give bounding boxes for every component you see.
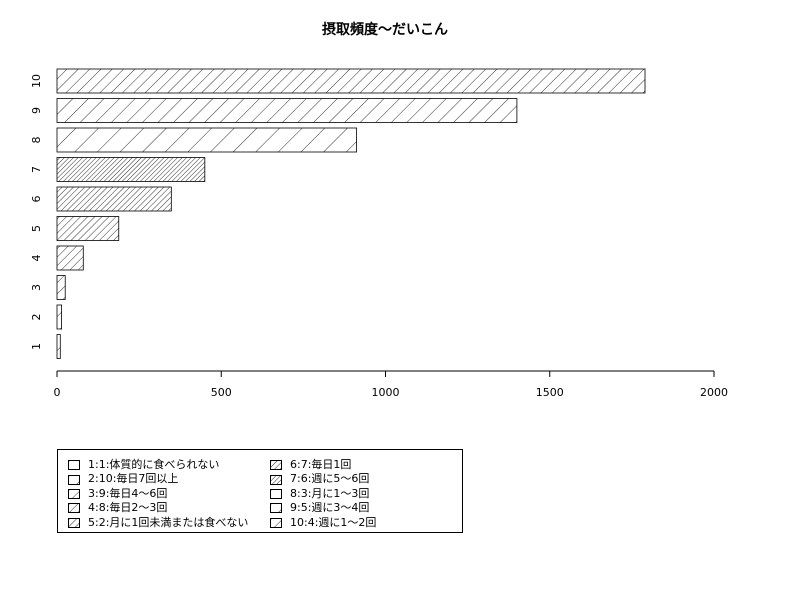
legend-item-9: 9:5:週に3〜4回 xyxy=(270,501,376,515)
legend-label-8: 8:3:月に1〜3回 xyxy=(290,486,370,500)
y-tick-label-7: 7 xyxy=(30,166,43,173)
bar-2 xyxy=(56,304,62,330)
y-tick-label-3: 3 xyxy=(30,284,43,291)
bar-chart: 摂取頻度〜だいこん 1 2 3 4 5 6 7 8 9 10 0 500 1000 1500 2000 xyxy=(30,21,728,399)
legend-swatch-3 xyxy=(68,488,80,499)
x-axis: 0 500 1000 1500 2000 xyxy=(54,370,728,399)
chart-title: 摂取頻度〜だいこん xyxy=(322,21,448,38)
legend-item-2: 2:10:毎日7回以上 xyxy=(68,472,248,486)
legend-column-1: 1:1:体質的に食べられない 2:10:毎日7回以上 3:9:毎日4〜6回 4:8:毎… xyxy=(68,458,248,530)
legend: 1:1:体質的に食べられない 2:10:毎日7回以上 3:9:毎日4〜6回 4:8:毎… xyxy=(57,449,463,533)
legend-item-5: 5:2:月に1回未満または食べない xyxy=(68,516,248,530)
legend-column-2: 6:7:毎日1回 7:6:週に5〜6回 8:3:月に1〜3回 9:5:週に3〜4回 10… xyxy=(270,458,376,530)
legend-swatch-4 xyxy=(68,503,80,514)
legend-swatch-5 xyxy=(68,517,80,528)
y-tick-label-2: 2 xyxy=(30,314,43,321)
bar-4 xyxy=(56,245,84,271)
y-tick-label-10: 10 xyxy=(30,74,43,88)
legend-label-7: 7:6:週に5〜6回 xyxy=(290,472,370,486)
legend-label-3: 3:9:毎日4〜6回 xyxy=(88,486,168,500)
bar-7 xyxy=(56,157,206,182)
x-tick-label-0: 0 xyxy=(54,386,61,399)
legend-item-4: 4:8:毎日2〜3回 xyxy=(68,501,248,515)
x-tick-label-1500: 1500 xyxy=(536,386,564,399)
bar-10 xyxy=(56,68,646,94)
y-tick-label-1: 1 xyxy=(30,343,43,350)
legend-swatch-6 xyxy=(270,460,282,471)
legend-item-10: 10:4:週に1〜2回 xyxy=(270,516,376,530)
legend-swatch-9 xyxy=(270,503,282,514)
bar-6 xyxy=(56,186,172,212)
y-tick-label-6: 6 xyxy=(30,196,43,203)
legend-label-1: 1:1:体質的に食べられない xyxy=(88,458,220,471)
legend-swatch-1 xyxy=(68,460,80,471)
legend-label-2: 2:10:毎日7回以上 xyxy=(88,472,179,486)
y-tick-label-5: 5 xyxy=(30,225,43,232)
legend-item-3: 3:9:毎日4〜6回 xyxy=(68,487,248,501)
legend-swatch-10 xyxy=(270,517,282,528)
bar-1 xyxy=(56,334,61,359)
bar-3 xyxy=(56,275,66,300)
legend-item-6: 6:7:毎日1回 xyxy=(270,458,376,472)
x-tick-label-2000: 2000 xyxy=(700,386,728,399)
legend-item-7: 7:6:週に5〜6回 xyxy=(270,472,376,486)
y-tick-label-4: 4 xyxy=(30,255,43,262)
y-tick-label-9: 9 xyxy=(30,107,43,114)
legend-label-6: 6:7:毎日1回 xyxy=(290,458,352,471)
bar-9 xyxy=(56,98,518,123)
legend-label-10: 10:4:週に1〜2回 xyxy=(290,515,377,529)
legend-item-8: 8:3:月に1〜3回 xyxy=(270,487,376,501)
y-axis: 1 2 3 4 5 6 7 8 9 10 xyxy=(30,74,43,350)
legend-label-4: 4:8:毎日2〜3回 xyxy=(88,501,168,515)
legend-swatch-8 xyxy=(270,488,282,499)
x-tick-label-500: 500 xyxy=(211,386,232,399)
bars-group xyxy=(56,68,646,359)
legend-label-9: 9:5:週に3〜4回 xyxy=(290,501,370,515)
bar-8 xyxy=(56,127,357,153)
legend-swatch-2 xyxy=(68,474,80,485)
y-tick-label-8: 8 xyxy=(30,137,43,144)
bar-5 xyxy=(56,216,120,241)
legend-item-1: 1:1:体質的に食べられない xyxy=(68,458,248,472)
x-tick-label-1000: 1000 xyxy=(372,386,400,399)
legend-swatch-7 xyxy=(270,474,282,485)
legend-label-5: 5:2:月に1回未満または食べない xyxy=(88,515,249,529)
